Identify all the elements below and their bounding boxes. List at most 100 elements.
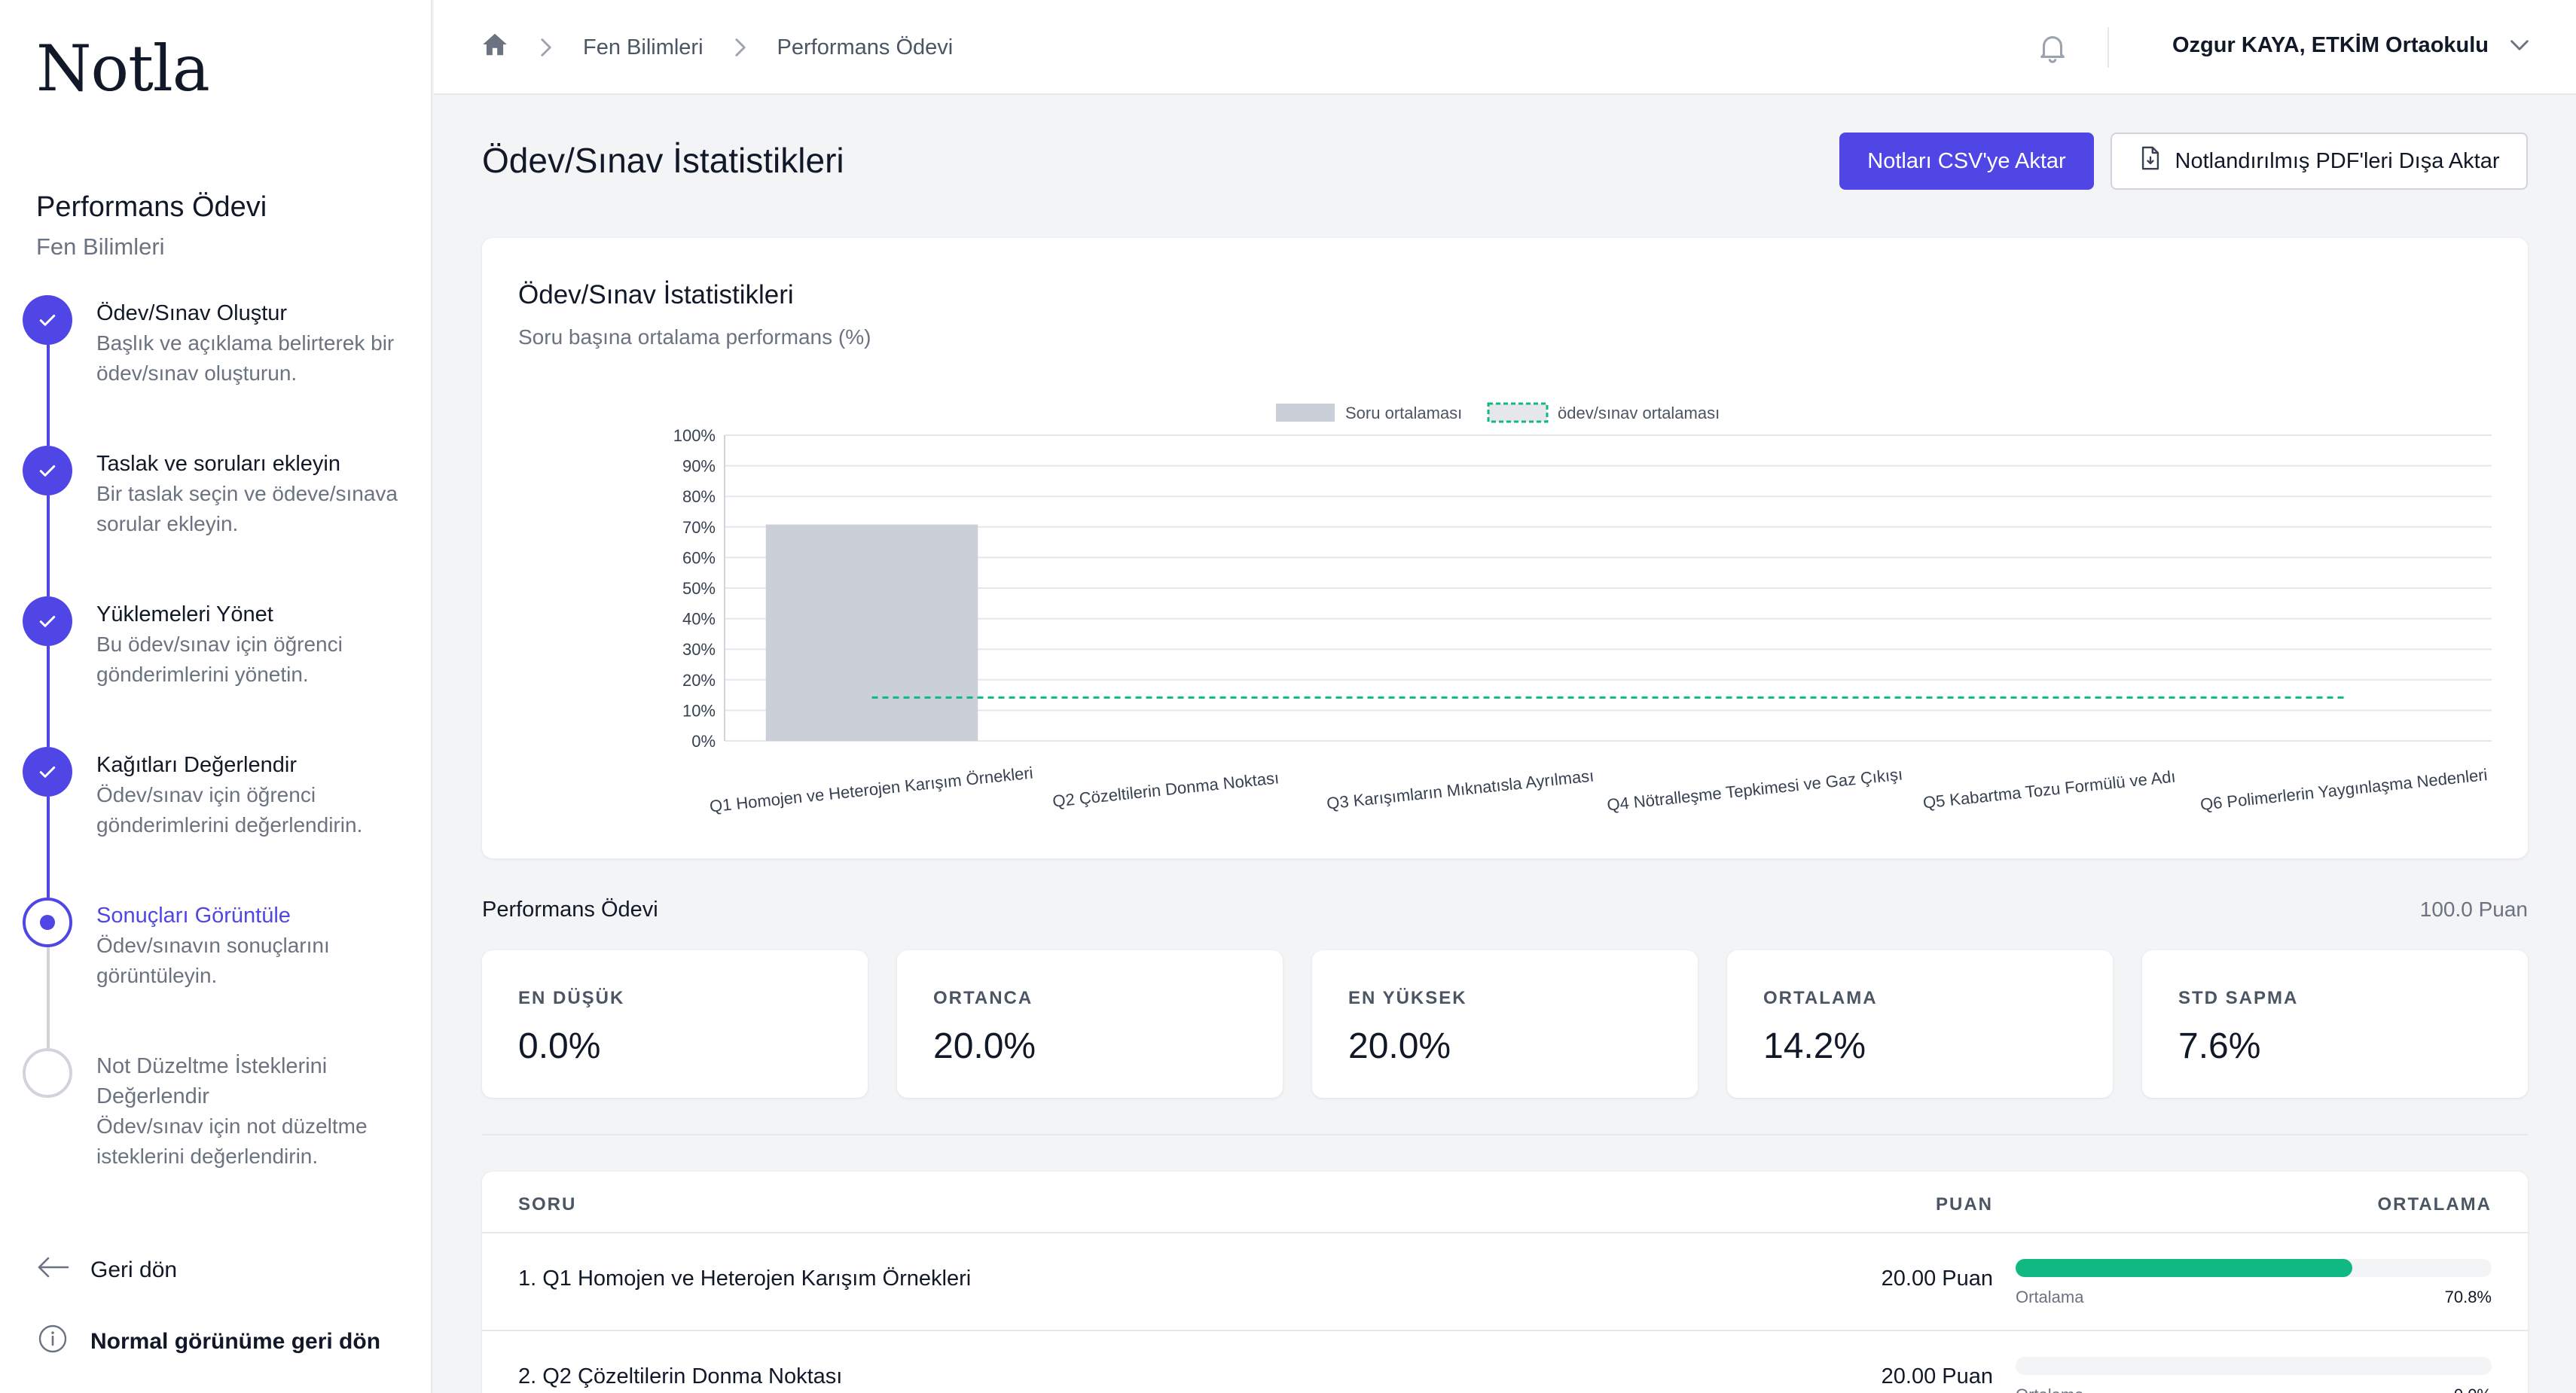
assignment-subject: Fen Bilimleri bbox=[36, 233, 165, 260]
average-value: 0.0% bbox=[2454, 1385, 2492, 1393]
y-tick-label: 100% bbox=[673, 426, 716, 445]
legend-swatch-bars bbox=[1276, 404, 1335, 422]
back-link[interactable]: Geri dön bbox=[36, 1256, 177, 1285]
stats-section-title: Performans Ödevi bbox=[482, 898, 658, 922]
average-label: Ortalama bbox=[2016, 1385, 2083, 1393]
step-description: Ödev/sınavın sonuçlarını görüntüleyin. bbox=[96, 934, 330, 987]
y-tick-label: 40% bbox=[682, 610, 716, 629]
y-tick-label: 70% bbox=[682, 518, 716, 537]
bell-icon[interactable] bbox=[2035, 30, 2070, 69]
stat-label: ORTANCA bbox=[933, 988, 1033, 1008]
average-value: 70.8% bbox=[2444, 1288, 2492, 1306]
check-icon bbox=[23, 446, 72, 495]
normal-view-label: Normal görünüme geri dön bbox=[90, 1329, 381, 1354]
table-row[interactable]: 2. Q2 Çözeltilerin Donma Noktası 20.00 P… bbox=[482, 1331, 2528, 1393]
arrow-left-icon bbox=[36, 1256, 69, 1285]
section-divider bbox=[482, 1134, 2528, 1135]
stat-value: 20.0% bbox=[1348, 1026, 1451, 1066]
question-points: 20.00 Puan bbox=[1881, 1364, 1993, 1388]
stat-value: 20.0% bbox=[933, 1026, 1036, 1066]
step-description: Bir taslak seçin ve ödeve/sınava sorular… bbox=[96, 482, 398, 535]
check-icon bbox=[23, 295, 72, 345]
column-header-question: SORU bbox=[518, 1194, 577, 1215]
legend-label: Soru ortalaması bbox=[1345, 404, 1462, 422]
assignment-title: Performans Ödevi bbox=[36, 191, 267, 223]
pending-step-icon bbox=[23, 1048, 72, 1098]
legend-label: ödev/sınav ortalaması bbox=[1558, 404, 1720, 422]
breadcrumb-assignment[interactable]: Performans Ödevi bbox=[777, 35, 954, 59]
chevron-right-icon bbox=[734, 38, 747, 57]
page-title: Ödev/Sınav İstatistikleri bbox=[482, 141, 844, 180]
step-description: Ödev/sınav için öğrenci gönderimlerini d… bbox=[96, 783, 363, 837]
table-row[interactable]: 1. Q1 Homojen ve Heterojen Karışım Örnek… bbox=[482, 1233, 2528, 1331]
stat-card-median: ORTANCA 20.0% bbox=[897, 950, 1283, 1098]
performance-bar-chart: 0% 10% 20% 30% 40% 50% 60% 70% 80% 90% 100% Q1 Homo… bbox=[673, 402, 2492, 816]
average-progress-bar bbox=[2016, 1357, 2492, 1375]
chevron-right-icon bbox=[539, 38, 553, 57]
average-progress-fill bbox=[2016, 1259, 2353, 1277]
chart-card: Ödev/Sınav İstatistikleri Soru başına or… bbox=[482, 238, 2528, 858]
question-table: SORU PUAN ORTALAMA 1. Q1 Homojen ve Hete… bbox=[482, 1172, 2528, 1393]
export-csv-button[interactable]: Notları CSV'ye Aktar bbox=[1839, 133, 2094, 190]
top-bar: Fen Bilimleri Performans Ödevi Ozgur KAY… bbox=[434, 0, 2576, 95]
stat-label: EN YÜKSEK bbox=[1348, 988, 1467, 1008]
x-tick-label: Q1 Homojen ve Heterojen Karışım Örnekler… bbox=[709, 764, 1034, 816]
chart-title: Ödev/Sınav İstatistikleri bbox=[518, 280, 794, 309]
stat-card-min: EN DÜŞÜK 0.0% bbox=[482, 950, 868, 1098]
header-divider bbox=[2107, 27, 2109, 68]
check-icon bbox=[23, 596, 72, 646]
y-tick-label: 20% bbox=[682, 671, 716, 690]
stat-card-stddev: STD SAPMA 7.6% bbox=[2142, 950, 2528, 1098]
user-name: Ozgur KAYA, ETKİM Ortaokulu bbox=[2172, 33, 2489, 57]
step-connector bbox=[47, 646, 50, 747]
app-logo[interactable]: Notla bbox=[36, 32, 210, 105]
step-title: Not Düzeltme İsteklerini Değerlendir bbox=[96, 1054, 328, 1108]
export-pdf-label: Notlandırılmış PDF'leri Dışa Aktar bbox=[2175, 148, 2500, 173]
x-tick-label: Q4 Nötralleşme Tepkimesi ve Gaz Çıkışı bbox=[1606, 764, 1903, 814]
stat-label: STD SAPMA bbox=[2178, 988, 2299, 1008]
step-connector bbox=[47, 345, 50, 446]
question-points: 20.00 Puan bbox=[1881, 1267, 1993, 1291]
normal-view-link[interactable]: Normal görünüme geri dön bbox=[36, 1322, 380, 1361]
export-pdf-button[interactable]: Notlandırılmış PDF'leri Dışa Aktar bbox=[2111, 133, 2528, 190]
back-link-label: Geri dön bbox=[90, 1257, 178, 1282]
bar-1 bbox=[765, 524, 978, 741]
file-pdf-icon bbox=[2139, 145, 2162, 177]
y-tick-label: 90% bbox=[682, 457, 716, 476]
sidebar: Notla Performans Ödevi Fen Bilimleri Öde… bbox=[0, 0, 432, 1393]
chart-subtitle: Soru başına ortalama performans (%) bbox=[518, 325, 871, 349]
check-icon bbox=[23, 747, 72, 797]
legend-swatch-average bbox=[1487, 402, 1549, 423]
column-header-average: ORTALAMA bbox=[2377, 1194, 2492, 1215]
step-connector bbox=[47, 495, 50, 596]
x-tick-label: Q5 Kabartma Tozu Formülü ve Adı bbox=[1922, 767, 2177, 812]
stat-card-mean: ORTALAMA 14.2% bbox=[1727, 950, 2113, 1098]
stat-value: 0.0% bbox=[518, 1026, 601, 1066]
home-icon[interactable] bbox=[481, 31, 509, 64]
y-tick-label: 50% bbox=[682, 579, 716, 598]
step-connector bbox=[47, 947, 50, 1048]
user-menu[interactable]: Ozgur KAYA, ETKİM Ortaokulu bbox=[2172, 33, 2529, 58]
y-tick-label: 10% bbox=[682, 701, 716, 720]
y-tick-label: 0% bbox=[691, 732, 716, 751]
total-points: 100.0 Puan bbox=[2419, 898, 2528, 921]
breadcrumb: Fen Bilimleri Performans Ödevi bbox=[481, 29, 953, 66]
step-title: Sonuçları Görüntüle bbox=[96, 904, 291, 928]
y-tick-label: 80% bbox=[682, 487, 716, 506]
step-title: Yüklemeleri Yönet bbox=[96, 602, 273, 626]
y-tick-label: 30% bbox=[682, 640, 716, 659]
breadcrumb-subject[interactable]: Fen Bilimleri bbox=[583, 35, 704, 59]
y-tick-label: 60% bbox=[682, 548, 716, 567]
x-tick-label: Q3 Karışımların Mıknatısla Ayrılması bbox=[1326, 766, 1595, 812]
question-text: 1. Q1 Homojen ve Heterojen Karışım Örnek… bbox=[518, 1267, 972, 1291]
step-connector bbox=[47, 797, 50, 898]
stat-label: ORTALAMA bbox=[1763, 988, 1878, 1008]
x-tick-label: Q6 Polimerlerin Yaygınlaşma Nedenleri bbox=[2199, 765, 2489, 814]
question-text: 2. Q2 Çözeltilerin Donma Noktası bbox=[518, 1364, 843, 1388]
stat-label: EN DÜŞÜK bbox=[518, 988, 625, 1008]
current-step-icon bbox=[23, 898, 72, 947]
stat-value: 14.2% bbox=[1763, 1026, 1866, 1066]
x-tick-label: Q2 Çözeltilerin Donma Noktası bbox=[1051, 768, 1280, 810]
step-description: Başlık ve açıklama belirterek bir ödev/s… bbox=[96, 331, 395, 385]
